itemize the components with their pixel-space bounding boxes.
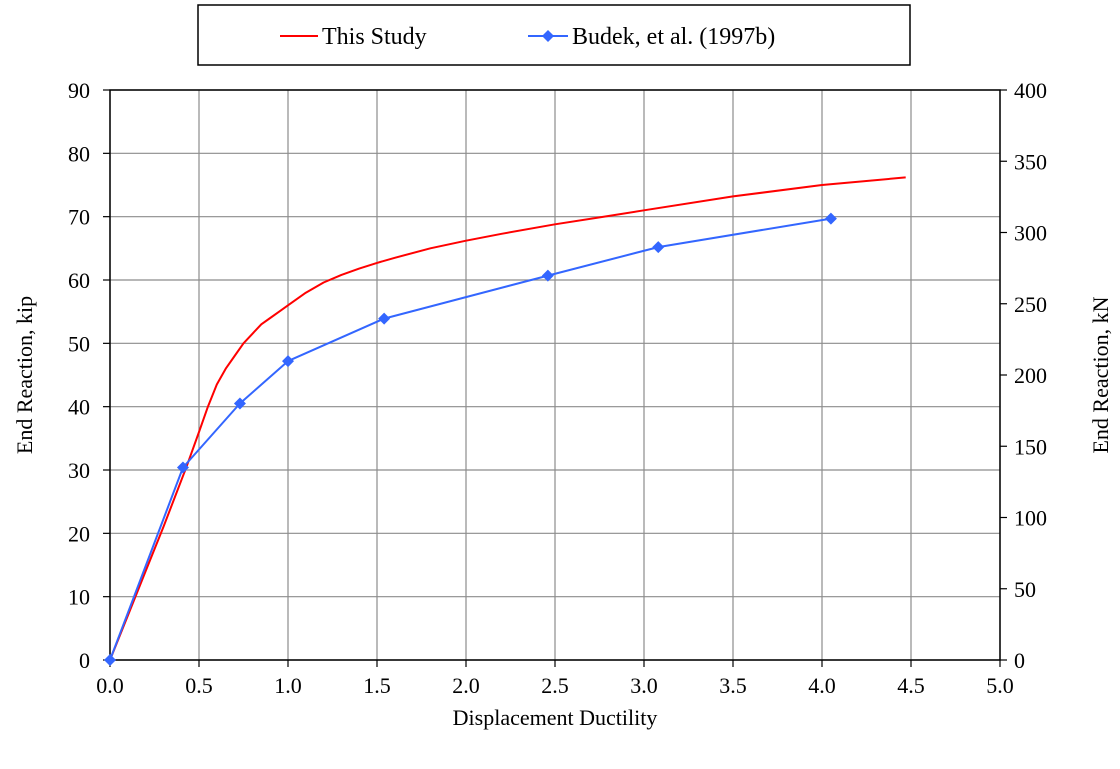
series-line-budek: [110, 219, 831, 660]
x-tick-label: 0.0: [96, 673, 124, 698]
x-axis-title: Displacement Ductility: [453, 705, 658, 730]
y2-tick-label: 200: [1014, 363, 1047, 388]
data-point-budek: [104, 654, 116, 666]
y-tick-label: 70: [68, 205, 90, 230]
series-layer: [104, 177, 906, 666]
x-tick-label: 4.5: [897, 673, 925, 698]
y2-tick-label: 0: [1014, 648, 1025, 673]
y-tick-label: 30: [68, 458, 90, 483]
x-tick-label: 0.5: [185, 673, 213, 698]
x-tick-label: 5.0: [986, 673, 1014, 698]
x-tick-label: 2.0: [452, 673, 480, 698]
data-point-budek: [825, 213, 837, 225]
y-tick-label: 0: [79, 648, 90, 673]
x-tick-label: 3.5: [719, 673, 747, 698]
x-tick-label: 3.0: [630, 673, 658, 698]
y-tick-label: 60: [68, 268, 90, 293]
y-tick-label: 90: [68, 78, 90, 103]
data-point-budek: [378, 313, 390, 325]
legend-label-this-study: This Study: [322, 24, 427, 50]
y-tick-label: 50: [68, 331, 90, 356]
legend-label-budek: Budek, et al. (1997b): [572, 24, 775, 50]
y-tick-label: 10: [68, 585, 90, 610]
y2-axis-title: End Reaction, kN: [1088, 296, 1113, 453]
x-tick-label: 2.5: [541, 673, 569, 698]
y2-tick-labels: 0 50 100 150 200 250 300 350 400: [1014, 78, 1047, 673]
y2-tick-label: 250: [1014, 292, 1047, 317]
y-tick-labels: 0 10 20 30 40 50 60 70 80 90: [68, 78, 90, 673]
legend: This Study Budek, et al. (1997b): [198, 5, 910, 65]
data-point-budek: [652, 241, 664, 253]
y2-tick-label: 50: [1014, 577, 1036, 602]
x-tick-label: 1.0: [274, 673, 302, 698]
y-tick-label: 80: [68, 141, 90, 166]
gridlines: [110, 90, 1000, 660]
x-tick-labels: 0.0 0.5 1.0 1.5 2.0 2.5 3.0 3.5 4.0 4.5 5.0: [96, 673, 1014, 698]
y2-tick-label: 350: [1014, 149, 1047, 174]
y-tick-label: 20: [68, 521, 90, 546]
y-tick-label: 40: [68, 395, 90, 420]
y-axis-title: End Reaction, kip: [12, 296, 37, 454]
y2-tick-label: 300: [1014, 221, 1047, 246]
x-tick-label: 4.0: [808, 673, 836, 698]
y2-tick-label: 400: [1014, 78, 1047, 103]
plot-area: 0.0 0.5 1.0 1.5 2.0 2.5 3.0 3.5 4.0 4.5 5.0 0 10 20 3…: [68, 78, 1047, 698]
series-line-this-study: [110, 177, 906, 660]
x-tick-label: 1.5: [363, 673, 391, 698]
y2-tick-label: 150: [1014, 434, 1047, 459]
y2-tick-label: 100: [1014, 506, 1047, 531]
